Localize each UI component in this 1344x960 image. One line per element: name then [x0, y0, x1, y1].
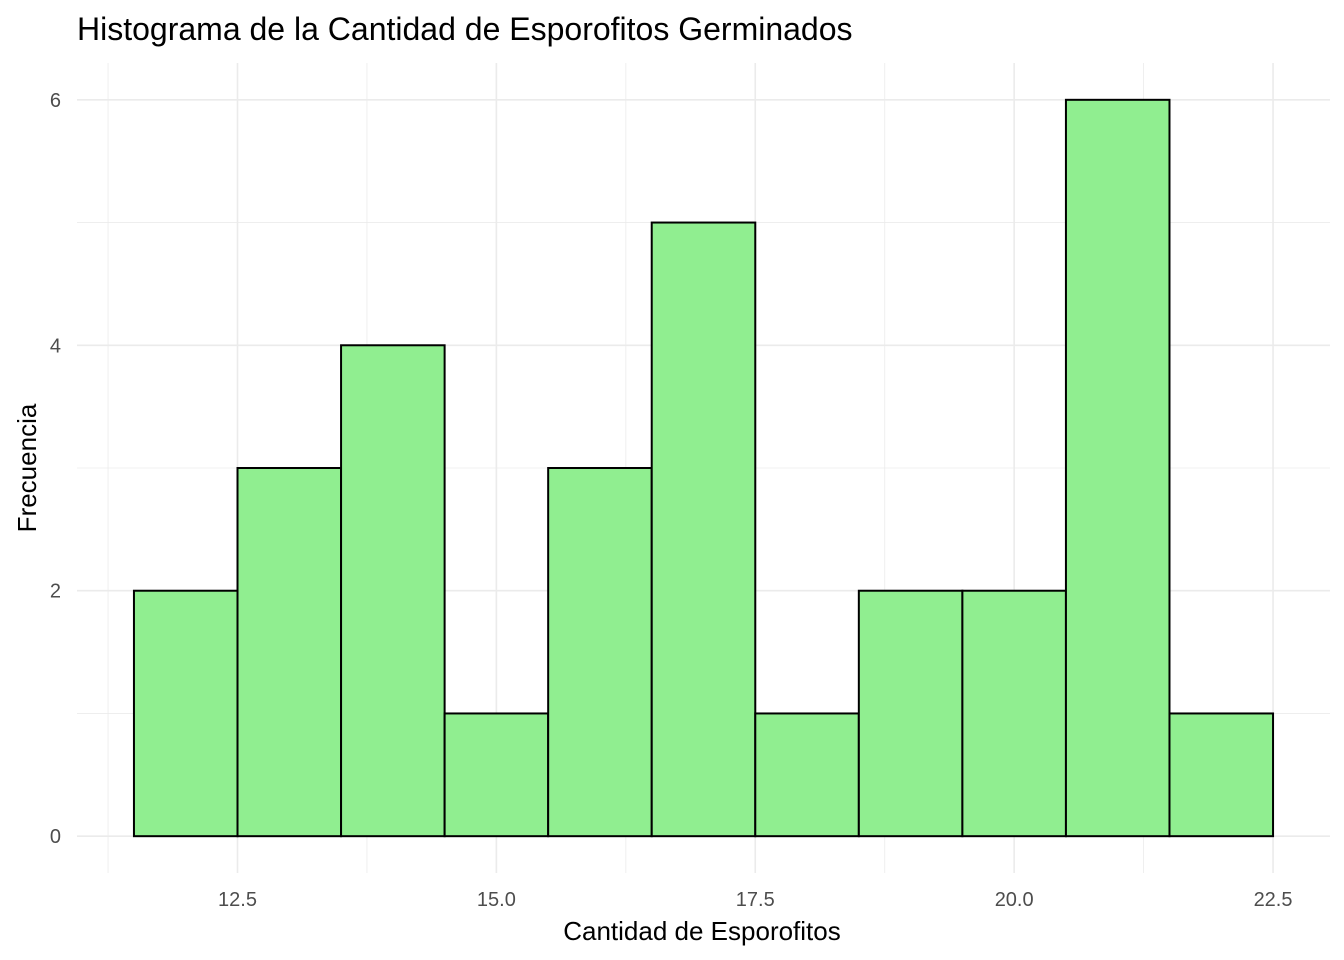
- histogram-bars: [132, 98, 1275, 838]
- y-axis-title: Frecuencia: [12, 403, 42, 532]
- histogram-bar: [340, 344, 446, 838]
- y-tick-label: 2: [50, 581, 61, 603]
- x-axis-tick-labels: 12.5 15.0 17.5 20.0 22.5: [218, 889, 1292, 911]
- x-tick-label: 17.5: [736, 889, 775, 911]
- y-tick-label: 6: [50, 90, 61, 112]
- x-tick-label: 15.0: [477, 889, 516, 911]
- histogram-bar: [236, 467, 343, 838]
- x-tick-label: 22.5: [1254, 889, 1293, 911]
- histogram-bar: [1168, 712, 1275, 838]
- histogram-bar: [754, 712, 860, 838]
- histogram-bar: [857, 589, 964, 838]
- x-tick-label: 20.0: [995, 889, 1034, 911]
- histogram-bar: [650, 221, 757, 838]
- histogram-bar: [443, 712, 550, 838]
- y-axis-tick-labels: 0 2 4 6: [50, 90, 61, 848]
- y-tick-label: 0: [50, 826, 61, 848]
- histogram-bar: [961, 589, 1067, 838]
- x-tick-label: 12.5: [218, 889, 257, 911]
- histogram-bar: [547, 467, 653, 838]
- histogram-bar: [1064, 98, 1171, 838]
- histogram-bar: [132, 589, 239, 838]
- chart-title: Histograma de la Cantidad de Esporofitos…: [77, 11, 853, 47]
- x-axis-title: Cantidad de Esporofitos: [563, 916, 841, 946]
- y-tick-label: 4: [50, 335, 61, 357]
